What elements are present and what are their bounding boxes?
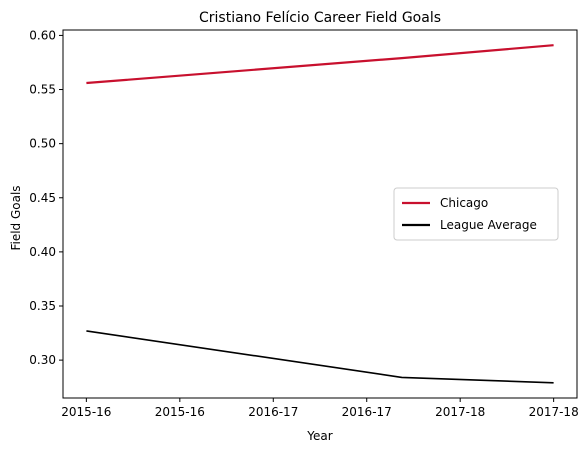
y-axis-ticks: 0.30 0.35 0.40 0.45 0.50 0.55 0.60 bbox=[29, 28, 63, 367]
x-tick-label: 2017-18 bbox=[529, 405, 579, 419]
y-tick-label: 0.40 bbox=[29, 245, 56, 259]
legend-label-league-average: League Average bbox=[440, 218, 537, 232]
y-tick-label: 0.50 bbox=[29, 137, 56, 151]
series-line-league-average bbox=[86, 331, 553, 383]
x-tick-label: 2016-17 bbox=[248, 405, 298, 419]
y-tick-label: 0.45 bbox=[29, 191, 56, 205]
x-axis-ticks: 2015-16 2015-16 2016-17 2016-17 2017-18 2017-… bbox=[61, 398, 578, 419]
legend-label-chicago: Chicago bbox=[440, 196, 488, 210]
x-tick-label: 2016-17 bbox=[342, 405, 392, 419]
y-axis-title: Field Goals bbox=[9, 185, 23, 250]
legend: Chicago League Average bbox=[394, 188, 558, 240]
chart-title: Cristiano Felício Career Field Goals bbox=[199, 10, 441, 26]
x-tick-label: 2015-16 bbox=[155, 405, 205, 419]
x-tick-label: 2015-16 bbox=[61, 405, 111, 419]
y-tick-label: 0.60 bbox=[29, 28, 56, 42]
x-axis-title: Year bbox=[306, 429, 332, 443]
y-tick-label: 0.30 bbox=[29, 353, 56, 367]
y-tick-label: 0.55 bbox=[29, 83, 56, 97]
y-tick-label: 0.35 bbox=[29, 299, 56, 313]
series-line-chicago bbox=[86, 45, 553, 83]
x-tick-label: 2017-18 bbox=[435, 405, 485, 419]
